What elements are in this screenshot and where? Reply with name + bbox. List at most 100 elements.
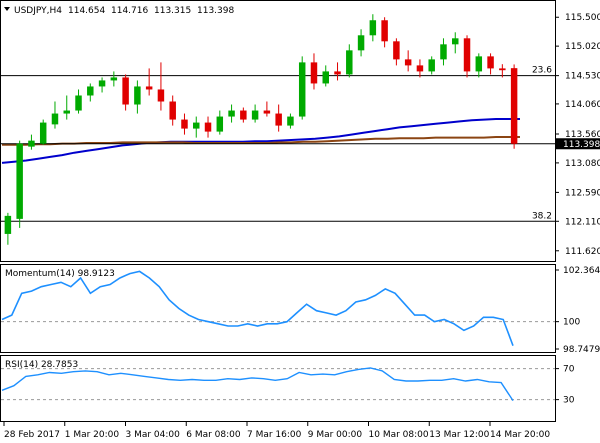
rsi-y-axis: 70 30 <box>555 365 575 406</box>
candle <box>463 35 471 78</box>
current-price-tag-text: 113.398 <box>563 140 600 150</box>
ohlc-close: 113.398 <box>197 6 234 16</box>
candle-body <box>157 89 165 102</box>
candle-body <box>28 140 35 147</box>
candle <box>181 113 188 135</box>
candle-body <box>134 86 141 105</box>
candle-body <box>452 38 459 45</box>
y-tick-label: 70 <box>563 365 575 375</box>
price-pane-border <box>0 0 556 262</box>
candle <box>452 32 459 54</box>
rsi-pane-border <box>0 355 556 422</box>
fib-level-23-6-label: 23.6 <box>532 66 552 76</box>
candle-body <box>204 122 212 132</box>
y-tick-label: 113.080 <box>565 159 600 169</box>
candle <box>263 101 271 117</box>
moving-average-line <box>1 118 520 164</box>
collapse-triangle-icon[interactable] <box>4 7 10 11</box>
candle-body <box>381 20 388 42</box>
y-tick-label: 114.060 <box>565 100 600 110</box>
x-tick-label: 10 Mar 08:00 <box>369 430 429 440</box>
candle-body <box>428 59 435 72</box>
candle <box>39 119 47 145</box>
y-tick-label: 112.110 <box>565 217 600 227</box>
candle <box>98 77 106 93</box>
y-tick-label: 115.020 <box>565 42 600 52</box>
y-tick-label: 98.7479 <box>563 345 600 355</box>
candle <box>275 104 282 132</box>
x-tick-label: 6 Mar 08:00 <box>186 430 241 440</box>
candle <box>310 53 318 90</box>
candle <box>393 38 400 66</box>
candle-body <box>251 110 259 120</box>
candle-body <box>87 86 94 96</box>
current-price-tag: 113.398 <box>556 138 600 150</box>
moving-averages <box>1 118 520 164</box>
candle <box>228 104 235 123</box>
candle-body <box>193 122 200 129</box>
candle <box>169 95 176 126</box>
rsi-line <box>1 367 514 401</box>
x-tick-label: 7 Mar 16:00 <box>247 430 302 440</box>
candle-body <box>145 86 153 90</box>
x-tick-label: 28 Feb 2017 <box>4 430 60 440</box>
candle-body <box>310 62 318 84</box>
candle <box>357 29 365 57</box>
moving-average-line <box>2 136 520 146</box>
candle-body <box>322 71 329 84</box>
ohlc-high: 114.716 <box>111 6 148 16</box>
candle-body <box>122 77 129 105</box>
fib-level-38-2-label: 38.2 <box>532 211 552 221</box>
candle-body <box>110 77 118 81</box>
candle <box>334 62 341 81</box>
candle <box>63 95 70 120</box>
candle <box>428 56 435 75</box>
candle <box>145 68 153 96</box>
x-tick-label: 13 Mar 12:00 <box>429 430 489 440</box>
candle-body <box>275 113 282 126</box>
x-tick-label: 14 Mar 20:00 <box>490 430 550 440</box>
x-tick-label: 1 Mar 20:00 <box>65 430 120 440</box>
candle <box>404 50 412 72</box>
candle <box>4 212 12 245</box>
candle <box>134 80 141 114</box>
candle-body <box>263 110 271 114</box>
time-x-axis: 28 Feb 2017 1 Mar 20:00 3 Mar 04:00 6 Mar 0… <box>3 422 550 440</box>
candle <box>240 107 247 123</box>
candle-body <box>216 116 224 132</box>
candle-body <box>440 44 447 60</box>
x-tick-label: 3 Mar 04:00 <box>126 430 181 440</box>
y-tick-label: 114.530 <box>565 72 600 82</box>
ohlc-low: 113.315 <box>154 6 191 16</box>
candle <box>157 62 165 111</box>
candle-body <box>16 143 23 219</box>
candle-body <box>334 71 341 75</box>
candle-body <box>75 95 82 111</box>
candle-body <box>39 122 47 144</box>
candle <box>440 38 447 66</box>
momentum-line <box>1 270 514 346</box>
candle <box>322 65 329 87</box>
ohlc-open: 114.654 <box>68 6 105 16</box>
candle-body <box>169 101 176 120</box>
candle-body <box>51 113 59 125</box>
candle <box>28 134 35 150</box>
price-title: USDJPY,H4 114.654 114.716 113.315 113.39… <box>4 6 234 16</box>
momentum-title: Momentum(14) 98.9123 <box>5 269 115 279</box>
y-tick-label: 115.500 <box>565 13 600 23</box>
candle <box>193 116 200 138</box>
candle-body <box>4 215 12 234</box>
candles <box>4 14 518 245</box>
y-tick-label: 100 <box>563 318 580 328</box>
candle <box>475 53 483 78</box>
price-y-axis: 115.500 115.020 114.530 114.060 113.560 113.0… <box>555 13 600 257</box>
y-tick-label: 102.3648 <box>563 266 600 276</box>
y-tick-label: 30 <box>563 396 575 406</box>
candle <box>287 113 294 129</box>
candle-body <box>346 50 353 75</box>
candle <box>487 53 494 75</box>
symbol-title: USDJPY,H4 <box>14 6 62 16</box>
candle-body <box>416 65 424 72</box>
candle <box>87 83 94 102</box>
